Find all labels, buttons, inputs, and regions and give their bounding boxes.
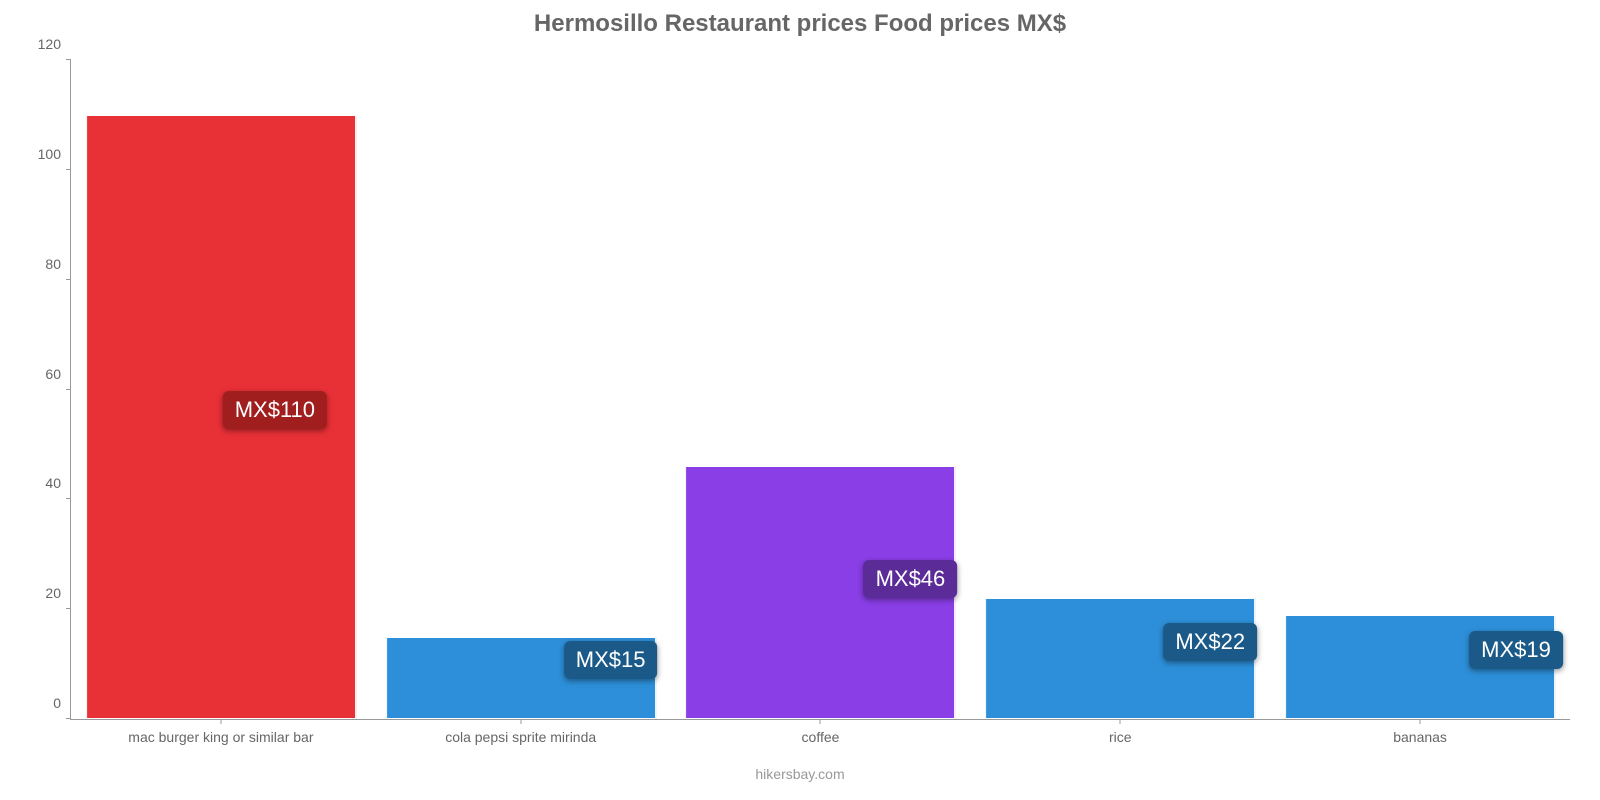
y-tick-mark	[66, 498, 71, 499]
y-tick-label: 100	[21, 146, 61, 162]
bar-slot: MX$15cola pepsi sprite mirinda	[371, 60, 671, 719]
bar-slot: MX$46coffee	[671, 60, 971, 719]
y-tick-mark	[66, 608, 71, 609]
y-tick-mark	[66, 389, 71, 390]
x-tick-mark	[520, 719, 521, 724]
y-tick-label: 0	[21, 695, 61, 711]
value-badge: MX$46	[864, 560, 958, 598]
y-tick-label: 40	[21, 475, 61, 491]
x-tick-label: mac burger king or similar bar	[128, 729, 313, 745]
chart-container: Hermosillo Restaurant prices Food prices…	[0, 0, 1600, 800]
x-tick-label: rice	[1109, 729, 1132, 745]
y-tick-label: 120	[21, 36, 61, 52]
value-badge: MX$22	[1163, 623, 1257, 661]
x-tick-mark	[820, 719, 821, 724]
y-tick-label: 80	[21, 256, 61, 272]
y-tick-mark	[66, 718, 71, 719]
y-tick-mark	[66, 59, 71, 60]
value-badge: MX$110	[223, 391, 327, 429]
x-tick-label: cola pepsi sprite mirinda	[445, 729, 596, 745]
y-tick-label: 60	[21, 366, 61, 382]
bar-slot: MX$22rice	[970, 60, 1270, 719]
bar-slot: MX$19bananas	[1270, 60, 1570, 719]
x-tick-label: coffee	[802, 729, 840, 745]
x-tick-mark	[220, 719, 221, 724]
value-badge: MX$15	[564, 641, 658, 679]
y-tick-label: 20	[21, 585, 61, 601]
bar-slot: MX$110mac burger king or similar bar	[71, 60, 371, 719]
x-tick-mark	[1120, 719, 1121, 724]
y-tick-mark	[66, 169, 71, 170]
chart-title: Hermosillo Restaurant prices Food prices…	[0, 10, 1600, 38]
x-tick-label: bananas	[1393, 729, 1447, 745]
value-badge: MX$19	[1469, 631, 1563, 669]
bars-row: MX$110mac burger king or similar barMX$1…	[71, 60, 1570, 719]
chart-caption: hikersbay.com	[0, 766, 1600, 782]
y-tick-mark	[66, 279, 71, 280]
x-tick-mark	[1420, 719, 1421, 724]
plot-area: MX$110mac burger king or similar barMX$1…	[70, 60, 1570, 720]
